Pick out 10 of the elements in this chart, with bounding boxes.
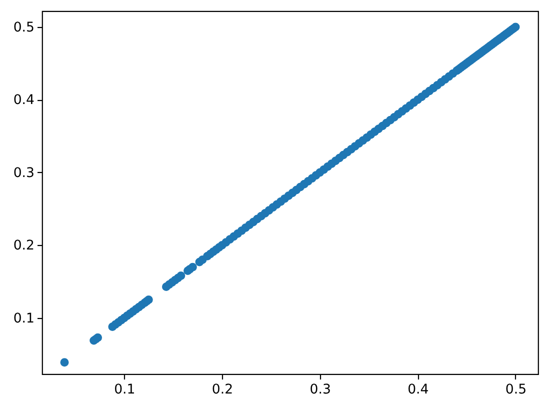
x-tick-label: 0.1 <box>114 382 136 398</box>
y-tick-label: 0.5 <box>13 20 34 36</box>
x-tick-label: 0.5 <box>505 382 527 398</box>
x-tick-label: 0.4 <box>408 382 429 398</box>
y-tick-label: 0.1 <box>13 311 34 326</box>
x-tick-label: 0.3 <box>310 382 331 398</box>
x-tick-label: 0.2 <box>212 382 234 398</box>
y-tick-label: 0.4 <box>13 93 34 108</box>
y-tick-label: 0.3 <box>13 166 34 181</box>
y-tick-label: 0.2 <box>13 238 34 254</box>
